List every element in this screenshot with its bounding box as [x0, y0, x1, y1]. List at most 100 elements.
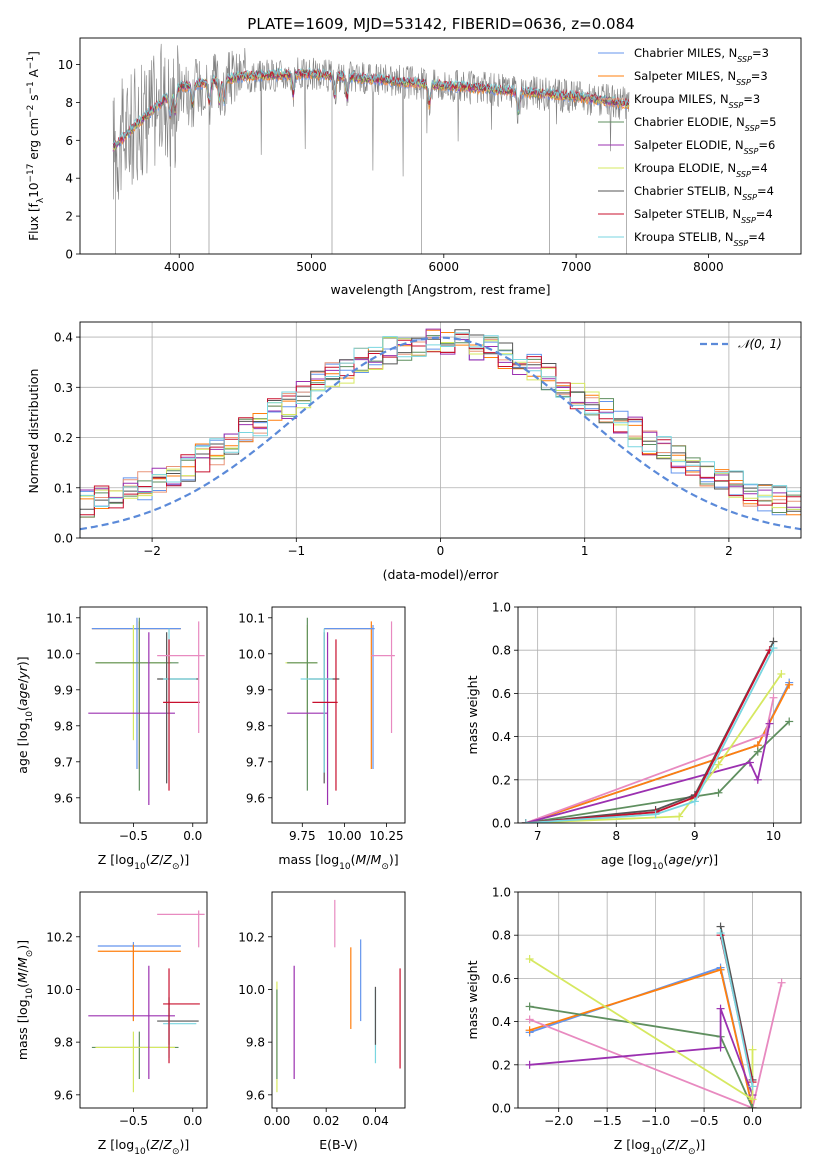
x-tick-label: 0: [437, 544, 445, 558]
x-tick-label: 7000: [561, 260, 592, 274]
mass-weight-line: [525, 641, 775, 823]
y-tick-label: 10.0: [46, 983, 73, 997]
y-tick-label: 9.8: [54, 719, 73, 733]
legend-label: Kroupa STELIB, NSSP=4: [634, 230, 765, 248]
x-tick-label: −1: [287, 544, 305, 558]
y-tick-label: 9.8: [246, 719, 265, 733]
y-tick-label: 9.7: [54, 755, 73, 769]
y-tick-label: 10.0: [238, 647, 265, 661]
mass-weight-line: [525, 649, 771, 823]
mass-weight-line: [719, 932, 754, 1087]
age-vs-mass-panel: 9.75 10.00 10.25 9.6 9.7 9.8 9.9 10.0 10.1 mass […: [238, 606, 406, 872]
y-tick-label: 0.2: [492, 773, 511, 787]
legend-label: Salpeter ELODIE, NSSP=6: [634, 138, 775, 156]
residual-histogram: [80, 333, 801, 516]
x-tick-label: −2.0: [544, 1114, 573, 1128]
y-tick-label: 9.9: [54, 683, 73, 697]
y-tick-label: 0.6: [492, 687, 511, 701]
x-axis-label: (data-model)/error: [383, 567, 500, 582]
x-tick-label: 1: [581, 544, 589, 558]
y-axis-label: Flux [fλ10−17 erg cm−2 s−1 A−1]: [26, 51, 46, 241]
x-tick-label: −0.5: [119, 1114, 148, 1128]
axes-frame: [79, 37, 802, 255]
mass-weight-line: [529, 1008, 754, 1096]
residual-histogram-panel: −2 −1 0 1 2 0.0 0.1 0.2 0.3 0.4 𝒩(0, 1) (data-model…: [26, 321, 802, 582]
legend-label: Chabrier ELODIE, NSSP=5: [634, 115, 776, 133]
x-tick-label: 0.02: [313, 1114, 340, 1128]
legend-label: Chabrier STELIB, NSSP=4: [634, 184, 774, 202]
y-tick-label: 0.8: [492, 929, 511, 943]
y-tick-label: 6: [65, 134, 73, 148]
axes-frame: [79, 321, 802, 539]
mass-weight-line: [529, 966, 754, 1108]
x-tick-label: −0.5: [690, 1114, 719, 1128]
y-axis-label: age [log10(age/yr)]: [15, 656, 35, 773]
x-axis-label: Z [log10(Z/Z⊙)]: [614, 1137, 706, 1157]
x-tick-label: 4000: [164, 260, 195, 274]
y-tick-label: 4: [65, 172, 73, 186]
y-tick-label: 9.8: [54, 1036, 73, 1050]
spectrum-panel: 4000 5000 6000 7000 8000 0 2 4 6 8 10 Chabrier MILE…: [26, 37, 802, 297]
x-axis-label: Z [log10(Z/Z⊙)]: [98, 852, 190, 872]
legend-label: Kroupa MILES, NSSP=3: [634, 92, 760, 110]
age-vs-metallicity-panel: −0.5 0.0 9.6 9.7 9.8 9.9 10.0 10.1 Z [log10(Z/Z⊙…: [15, 606, 208, 872]
y-tick-label: 10: [58, 58, 73, 72]
x-axis-label: E(B-V): [319, 1137, 358, 1152]
y-axis-label: mass weight: [465, 675, 480, 754]
mass-weight-line: [525, 647, 775, 823]
mass-weight-line: [529, 968, 754, 1108]
y-tick-label: 1.0: [492, 886, 511, 900]
y-axis-label: mass weight: [465, 960, 480, 1039]
x-tick-label: −0.5: [119, 829, 148, 843]
mass-weight-vs-metallicity-panel: −2.0 −1.5 −1.0 −0.5 0.0 0.0 0.2 0.4 0.6 0.8 1.0 Z […: [465, 886, 802, 1157]
axes-frame: [517, 606, 802, 824]
axes-frame: [79, 891, 208, 1109]
residual-histogram: [80, 329, 801, 512]
x-tick-label: 0.0: [183, 829, 202, 843]
x-tick-label: 0.0: [183, 1114, 202, 1128]
x-tick-label: 5000: [296, 260, 327, 274]
y-tick-label: 1.0: [492, 601, 511, 615]
model-spectrum: [112, 67, 630, 147]
y-tick-label: 0: [65, 248, 73, 262]
legend-label: Chabrier MILES, NSSP=3: [634, 46, 769, 64]
y-tick-label: 0.2: [54, 431, 73, 445]
y-tick-label: 0.3: [54, 381, 73, 395]
x-tick-label: 0.04: [362, 1114, 389, 1128]
legend-label: Salpeter MILES, NSSP=3: [634, 69, 768, 87]
x-tick-label: 8000: [693, 260, 724, 274]
mass-weight-vs-age-panel: 7 8 9 10 0.0 0.2 0.4 0.6 0.8 1.0 age [log10(age/yr…: [465, 601, 802, 872]
x-tick-label: 7: [534, 829, 542, 843]
y-tick-label: 0.0: [54, 532, 73, 546]
x-tick-label: 10.00: [327, 829, 361, 843]
y-tick-label: 0.2: [492, 1058, 511, 1072]
y-tick-label: 9.6: [54, 791, 73, 805]
y-tick-label: 0.1: [54, 481, 73, 495]
mass-weight-line: [525, 723, 771, 823]
x-axis-label: wavelength [Angstrom, rest frame]: [330, 282, 550, 297]
mass-weight-line: [529, 958, 754, 1102]
y-tick-label: 10.1: [46, 611, 73, 625]
y-tick-label: 9.7: [246, 755, 265, 769]
y-tick-label: 10.0: [238, 983, 265, 997]
y-tick-label: 9.8: [246, 1036, 265, 1050]
y-axis-label: Normed distribution: [26, 369, 41, 494]
x-tick-label: −2: [143, 544, 161, 558]
y-tick-label: 9.9: [246, 683, 265, 697]
mass-weight-line: [529, 982, 783, 1108]
x-tick-label: 0.0: [743, 1114, 762, 1128]
legend-label: Salpeter STELIB, NSSP=4: [634, 207, 773, 225]
mass-vs-extinction-panel: 0.00 0.02 0.04 9.6 9.8 10.0 10.2 E(B-V): [238, 891, 406, 1152]
y-tick-label: 8: [65, 96, 73, 110]
y-tick-label: 0.0: [492, 817, 511, 831]
observed-spectrum: [112, 43, 630, 254]
legend-label: 𝒩(0, 1): [738, 337, 782, 351]
axes-frame: [79, 606, 208, 824]
y-tick-label: 0.4: [492, 1015, 511, 1029]
y-tick-label: 9.6: [246, 791, 265, 805]
y-tick-label: 0.4: [54, 331, 73, 345]
residual-histogram: [80, 332, 801, 507]
x-axis-label: Z [log10(Z/Z⊙)]: [98, 1137, 190, 1157]
y-tick-label: 9.6: [54, 1088, 73, 1102]
